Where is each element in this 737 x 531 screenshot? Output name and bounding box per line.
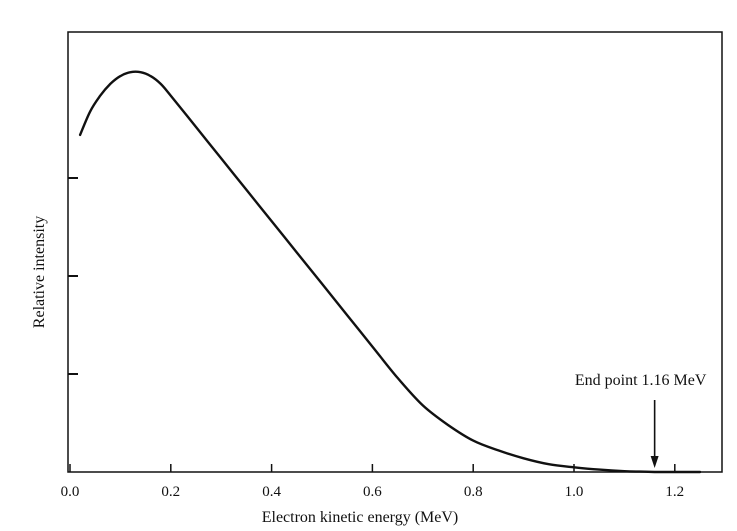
x-tick-label: 0.0 xyxy=(61,484,80,500)
endpoint-arrow-head xyxy=(650,456,659,468)
x-tick-label: 0.2 xyxy=(161,484,180,500)
x-tick-label: 1.2 xyxy=(665,484,684,500)
x-tick-label: 1.0 xyxy=(565,484,584,500)
x-tick-label: 0.4 xyxy=(262,484,281,500)
y-axis-ticks xyxy=(68,177,78,375)
x-tick-label: 0.6 xyxy=(363,484,382,500)
x-axis-tick-labels: 0.0 0.2 0.4 0.6 0.8 1.0 1.2 xyxy=(61,484,685,500)
plot-frame xyxy=(67,31,723,473)
endpoint-label: End point 1.16 MeV xyxy=(575,372,707,389)
series-line-spectrum xyxy=(78,70,702,474)
endpoint-annotation: End point 1.16 MeV xyxy=(575,372,707,468)
y-axis-title: Relative intensity xyxy=(31,216,48,328)
x-tick-label: 0.8 xyxy=(464,484,483,500)
x-axis-title: Electron kinetic energy (MeV) xyxy=(262,509,459,526)
